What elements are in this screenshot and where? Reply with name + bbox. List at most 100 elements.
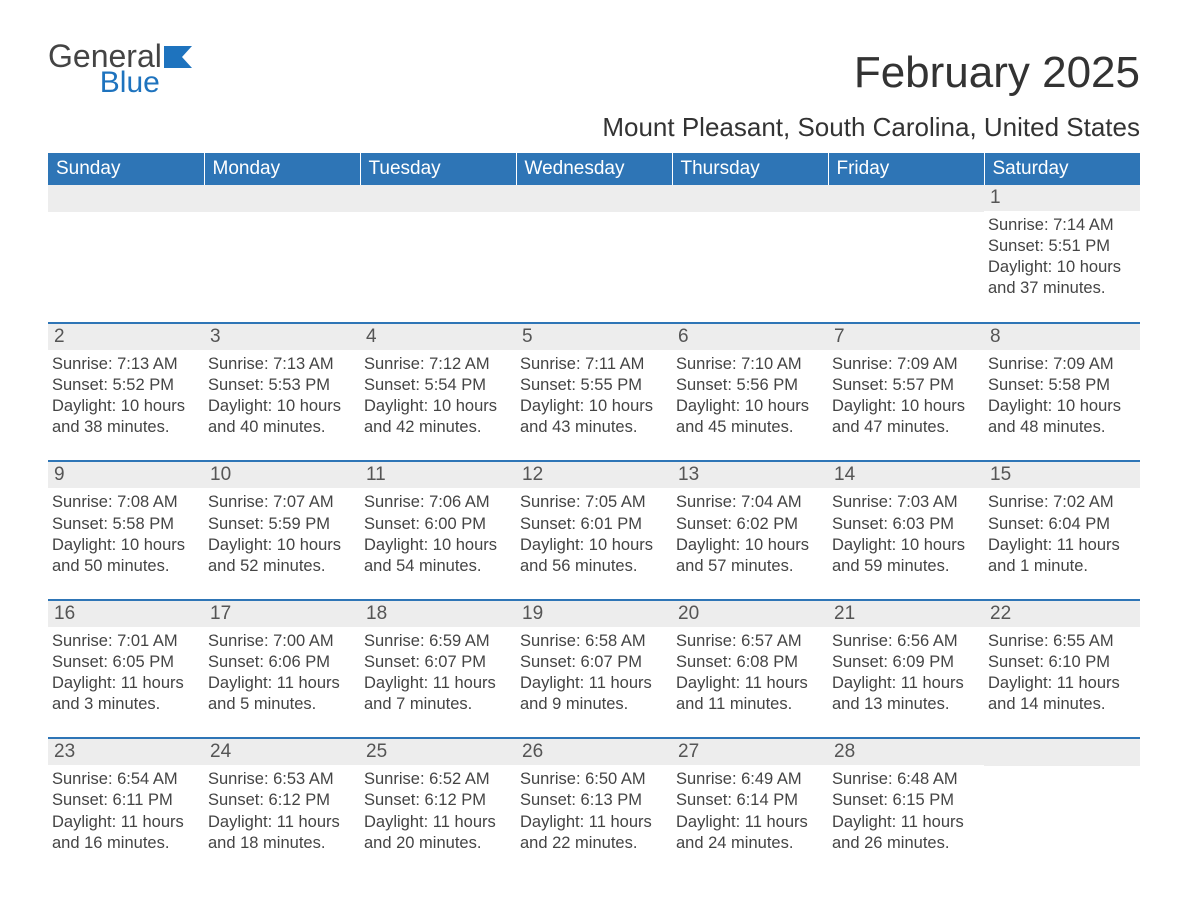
daylight-line: Daylight: 11 hours and 11 minutes. <box>676 674 808 713</box>
sunrise-line: Sunrise: 7:09 AM <box>832 355 958 373</box>
day-details: Sunrise: 6:59 AMSunset: 6:07 PMDaylight:… <box>360 631 516 715</box>
daylight-line: Daylight: 11 hours and 16 minutes. <box>52 813 184 852</box>
daylight-line: Daylight: 11 hours and 9 minutes. <box>520 674 652 713</box>
calendar-day-cell: 7 Sunrise: 7:09 AM Sunset: 5:57 PM Daylight… <box>828 323 984 461</box>
calendar-empty-cell <box>672 185 828 323</box>
day-number: 8 <box>984 324 1140 350</box>
daylight-line: Daylight: 10 hours and 48 minutes. <box>988 397 1121 436</box>
sunrise-line: Sunrise: 6:54 AM <box>52 770 178 788</box>
daylight-line: Daylight: 11 hours and 22 minutes. <box>520 813 652 852</box>
day-number: 5 <box>516 324 672 350</box>
day-details: Sunrise: 7:04 AMSunset: 6:02 PMDaylight:… <box>672 492 828 576</box>
daylight-line: Daylight: 10 hours and 40 minutes. <box>208 397 341 436</box>
day-details <box>48 216 204 300</box>
day-details: Sunrise: 6:57 AMSunset: 6:08 PMDaylight:… <box>672 631 828 715</box>
day-number: 9 <box>48 462 204 488</box>
sunset-line: Sunset: 5:57 PM <box>832 376 954 394</box>
calendar-day-cell: 8 Sunrise: 7:09 AM Sunset: 5:58 PM Daylight… <box>984 323 1140 461</box>
day-details: Sunrise: 6:55 AMSunset: 6:10 PMDaylight:… <box>984 631 1140 715</box>
sunset-line: Sunset: 6:00 PM <box>364 515 486 533</box>
weekday-header: Wednesday <box>516 153 672 185</box>
day-details: Sunrise: 7:09 AM Sunset: 5:57 PM Daylight:… <box>828 354 984 438</box>
day-details: Sunrise: 7:06 AM Sunset: 6:00 PM Daylight:… <box>360 492 516 576</box>
weekday-header-row: SundayMondayTuesdayWednesdayThursdayFrid… <box>48 153 1140 185</box>
day-number: 16 <box>48 601 204 627</box>
sunrise-line: Sunrise: 7:11 AM <box>520 355 644 373</box>
sunrise-line: Sunrise: 7:06 AM <box>364 493 490 511</box>
day-number: 6 <box>672 324 828 350</box>
daylight-line: Daylight: 10 hours and 45 minutes. <box>676 397 809 436</box>
sunset-line: Sunset: 6:05 PM <box>52 653 174 671</box>
daylight-line: Daylight: 11 hours and 18 minutes. <box>208 813 340 852</box>
day-details: Sunrise: 7:05 AM Sunset: 6:01 PM Daylight:… <box>516 492 672 576</box>
weekday-header: Sunday <box>48 153 204 185</box>
weekday-header: Monday <box>204 153 360 185</box>
flag-icon <box>164 46 192 68</box>
calendar-day-cell: 16Sunrise: 7:01 AMSunset: 6:05 PMDayligh… <box>48 600 204 738</box>
sunrise-line: Sunrise: 7:10 AM <box>676 355 802 373</box>
day-number <box>984 739 1140 766</box>
day-details: Sunrise: 6:56 AMSunset: 6:09 PMDaylight:… <box>828 631 984 715</box>
sunset-line: Sunset: 6:01 PM <box>520 515 642 533</box>
day-details: Sunrise: 7:14 AMSunset: 5:51 PMDaylight:… <box>984 215 1140 299</box>
sunrise-line: Sunrise: 7:08 AM <box>52 493 178 511</box>
sunrise-line: Sunrise: 7:09 AM <box>988 355 1114 373</box>
daylight-line: Daylight: 10 hours and 52 minutes. <box>208 536 341 575</box>
sunrise-line: Sunrise: 7:13 AM <box>208 355 334 373</box>
calendar-empty-cell <box>48 185 204 323</box>
weekday-header: Saturday <box>984 153 1140 185</box>
day-details <box>672 216 828 300</box>
daylight-line: Daylight: 11 hours and 13 minutes. <box>832 674 964 713</box>
day-details <box>360 216 516 300</box>
day-number: 7 <box>828 324 984 350</box>
sunrise-line: Sunrise: 6:48 AM <box>832 770 958 788</box>
sunset-line: Sunset: 6:14 PM <box>676 791 798 809</box>
calendar-empty-cell <box>984 738 1140 876</box>
day-details: Sunrise: 7:13 AMSunset: 5:52 PMDaylight:… <box>48 354 204 438</box>
sunset-line: Sunset: 6:03 PM <box>832 515 954 533</box>
day-details: Sunrise: 7:10 AMSunset: 5:56 PMDaylight:… <box>672 354 828 438</box>
day-details: Sunrise: 7:02 AMSunset: 6:04 PMDaylight:… <box>984 492 1140 576</box>
calendar-day-cell: 26Sunrise: 6:50 AMSunset: 6:13 PMDayligh… <box>516 738 672 876</box>
day-number: 10 <box>204 462 360 488</box>
day-details: Sunrise: 6:49 AMSunset: 6:14 PMDaylight:… <box>672 769 828 853</box>
daylight-line: Daylight: 10 hours and 42 minutes. <box>364 397 497 436</box>
day-number: 19 <box>516 601 672 627</box>
calendar-day-cell: 21Sunrise: 6:56 AMSunset: 6:09 PMDayligh… <box>828 600 984 738</box>
sunset-line: Sunset: 5:58 PM <box>988 376 1110 394</box>
sunset-line: Sunset: 5:51 PM <box>988 237 1110 255</box>
calendar-day-cell: 5 Sunrise: 7:11 AMSunset: 5:55 PMDaylight… <box>516 323 672 461</box>
day-number: 11 <box>360 462 516 488</box>
sunset-line: Sunset: 6:07 PM <box>364 653 486 671</box>
daylight-line: Daylight: 11 hours and 1 minute. <box>988 536 1120 575</box>
daylight-line: Daylight: 10 hours and 57 minutes. <box>676 536 809 575</box>
day-details: Sunrise: 7:11 AMSunset: 5:55 PMDaylight:… <box>516 354 672 438</box>
calendar-day-cell: 20Sunrise: 6:57 AMSunset: 6:08 PMDayligh… <box>672 600 828 738</box>
sunrise-line: Sunrise: 7:01 AM <box>52 632 178 650</box>
sunrise-line: Sunrise: 7:07 AM <box>208 493 334 511</box>
daylight-line: Daylight: 10 hours and 54 minutes. <box>364 536 497 575</box>
calendar-day-cell: 2Sunrise: 7:13 AMSunset: 5:52 PMDaylight… <box>48 323 204 461</box>
daylight-line: Daylight: 10 hours and 47 minutes. <box>832 397 965 436</box>
day-details: Sunrise: 7:01 AMSunset: 6:05 PMDaylight:… <box>48 631 204 715</box>
daylight-line: Daylight: 11 hours and 14 minutes. <box>988 674 1120 713</box>
day-details: Sunrise: 7:00 AMSunset: 6:06 PMDaylight:… <box>204 631 360 715</box>
calendar-week-row: 1Sunrise: 7:14 AMSunset: 5:51 PMDaylight… <box>48 185 1140 323</box>
calendar-day-cell: 23Sunrise: 6:54 AMSunset: 6:11 PMDayligh… <box>48 738 204 876</box>
calendar-week-row: 23Sunrise: 6:54 AMSunset: 6:11 PMDayligh… <box>48 738 1140 876</box>
calendar-day-cell: 28Sunrise: 6:48 AMSunset: 6:15 PMDayligh… <box>828 738 984 876</box>
daylight-line: Daylight: 10 hours and 56 minutes. <box>520 536 653 575</box>
day-number: 23 <box>48 739 204 765</box>
day-number: 3 <box>204 324 360 350</box>
calendar-day-cell: 6 Sunrise: 7:10 AMSunset: 5:56 PMDaylight… <box>672 323 828 461</box>
sunrise-line: Sunrise: 7:05 AM <box>520 493 646 511</box>
weekday-header: Friday <box>828 153 984 185</box>
day-details <box>516 216 672 300</box>
sunrise-line: Sunrise: 7:02 AM <box>988 493 1114 511</box>
day-number: 1 <box>984 185 1140 211</box>
day-number: 4 <box>360 324 516 350</box>
sunrise-line: Sunrise: 7:00 AM <box>208 632 334 650</box>
calendar-body: 1 Sunrise: 7:14 AM Sunset: 5:51 PM Daylight… <box>48 185 1140 876</box>
sunrise-line: Sunrise: 7:14 AM <box>988 216 1114 234</box>
brand-logo: General Blue <box>48 40 192 98</box>
